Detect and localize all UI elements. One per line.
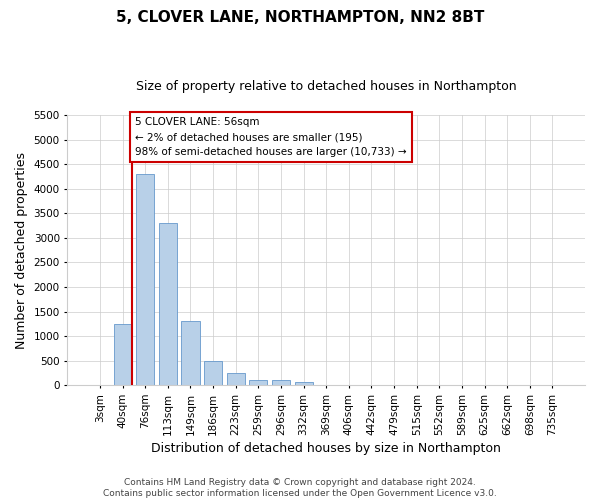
Bar <box>181 322 200 386</box>
Y-axis label: Number of detached properties: Number of detached properties <box>15 152 28 348</box>
Text: Contains HM Land Registry data © Crown copyright and database right 2024.
Contai: Contains HM Land Registry data © Crown c… <box>103 478 497 498</box>
Bar <box>159 223 177 386</box>
Bar <box>295 382 313 386</box>
Bar <box>136 174 154 386</box>
Title: Size of property relative to detached houses in Northampton: Size of property relative to detached ho… <box>136 80 517 93</box>
Bar <box>227 373 245 386</box>
Bar <box>272 380 290 386</box>
Bar <box>113 324 131 386</box>
Text: 5, CLOVER LANE, NORTHAMPTON, NN2 8BT: 5, CLOVER LANE, NORTHAMPTON, NN2 8BT <box>116 10 484 25</box>
X-axis label: Distribution of detached houses by size in Northampton: Distribution of detached houses by size … <box>151 442 501 455</box>
Text: 5 CLOVER LANE: 56sqm
← 2% of detached houses are smaller (195)
98% of semi-detac: 5 CLOVER LANE: 56sqm ← 2% of detached ho… <box>135 118 407 157</box>
Bar <box>204 360 222 386</box>
Bar <box>250 380 268 386</box>
